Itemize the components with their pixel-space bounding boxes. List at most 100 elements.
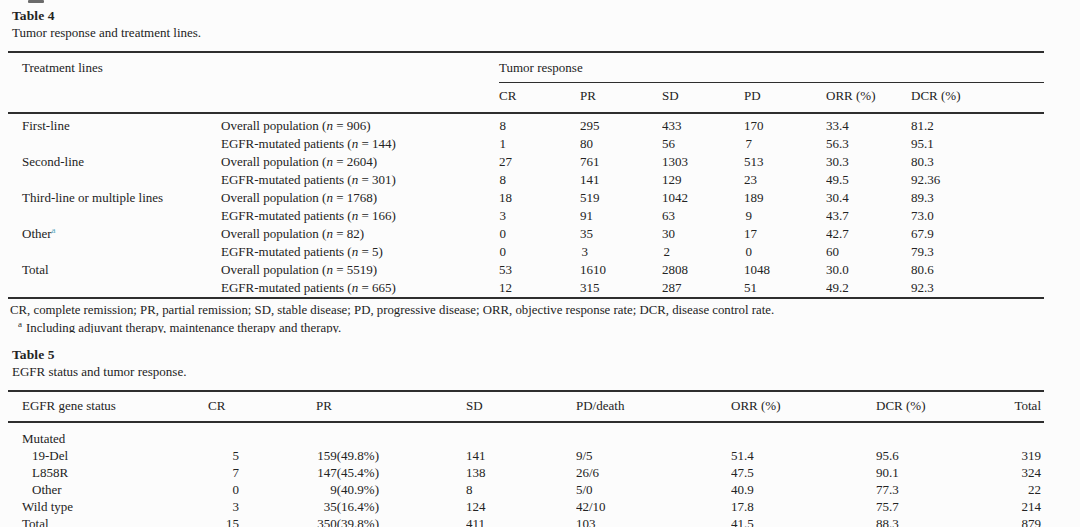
table4-section: Table 4 Tumor response and treatment lin…: [8, 8, 1058, 333]
table-cell: 138: [466, 464, 576, 481]
column-header-pr: PR: [316, 391, 466, 422]
table-cell: 411: [466, 515, 576, 527]
table-cell: 17: [744, 225, 826, 243]
table-cell: [576, 422, 731, 447]
table-cell: 42/10: [576, 498, 731, 515]
table-cell: 1042: [662, 189, 744, 207]
table5: EGFR gene status CR PR SD PD/death ORR (…: [8, 390, 1044, 527]
table-cell: 0: [208, 481, 316, 498]
table-cell: Overall population (n = 906): [221, 113, 499, 135]
table-row: EGFR-mutated patients (n = 5)03206079.3: [8, 243, 1044, 261]
table-cell: 56: [662, 135, 744, 153]
table-cell: Overall population (n = 82): [221, 225, 499, 243]
table-cell: Mutated: [8, 422, 208, 447]
table-cell: 90.1: [876, 464, 1006, 481]
table-row: Second-lineOverall population (n = 2604)…: [8, 153, 1044, 171]
table-row: EGFR-mutated patients (n = 144)18056756.…: [8, 135, 1044, 153]
table-cell: 67.9: [911, 225, 1044, 243]
table-cell: 89.3: [911, 189, 1044, 207]
table-cell: 49.5: [826, 171, 911, 189]
table-cell: 23: [744, 171, 826, 189]
table-cell: 3: [580, 243, 662, 261]
table4: Treatment lines Tumor response CR PR SD …: [8, 51, 1044, 299]
table-cell: 189: [744, 189, 826, 207]
column-header-cr: CR: [499, 83, 580, 114]
table-cell: 30.4: [826, 189, 911, 207]
table-cell: 80.6: [911, 261, 1044, 279]
table-cell: 92.3: [911, 279, 1044, 298]
table-cell: 8: [466, 481, 576, 498]
table4-label: Table 4: [12, 8, 1058, 24]
footnote-a-text: Including adjuvant therapy, maintenance …: [26, 321, 341, 333]
table-cell: First-line: [8, 113, 221, 135]
table-cell: 103: [576, 515, 731, 527]
table-cell: 81.2: [911, 113, 1044, 135]
table-cell: [8, 135, 221, 153]
table-cell: 80.3: [911, 153, 1044, 171]
table5-label: Table 5: [12, 347, 1058, 363]
column-header-dcr: DCR (%): [876, 391, 1006, 422]
table-cell: 79.3: [911, 243, 1044, 261]
column-header-egfr-gene-status: EGFR gene status: [8, 391, 208, 422]
table-cell: [466, 422, 576, 447]
table-cell: 35: [580, 225, 662, 243]
table-cell: 42.7: [826, 225, 911, 243]
table-cell: 75.7: [876, 498, 1006, 515]
table-cell: 51.4: [731, 447, 876, 464]
table-cell: 60: [826, 243, 911, 261]
table-cell: 41.5: [731, 515, 876, 527]
table-cell: 315: [580, 279, 662, 298]
table-row: OtheraOverall population (n = 82)0353017…: [8, 225, 1044, 243]
table-cell: 91: [580, 207, 662, 225]
table-row: 19-Del5159(49.8%)1419/551.495.6319: [8, 447, 1044, 464]
table-row: Total15350(39.8%)41110341.588.3879: [8, 515, 1044, 527]
table-cell: [876, 422, 1006, 447]
table-cell: [8, 207, 221, 225]
table-row: Wild type335(16.4%)12442/1017.875.7214: [8, 498, 1044, 515]
table-cell: 18: [499, 189, 580, 207]
table-cell: 9/5: [576, 447, 731, 464]
table-cell: 2: [662, 243, 744, 261]
table-cell: 80: [580, 135, 662, 153]
table-cell: 1610: [580, 261, 662, 279]
table-cell: 77.3: [876, 481, 1006, 498]
table-cell: 295: [580, 113, 662, 135]
table-cell: 30.3: [826, 153, 911, 171]
table-cell: 30: [662, 225, 744, 243]
table-cell: Overall population (n = 2604): [221, 153, 499, 171]
column-header-total: Total: [1006, 391, 1044, 422]
table-cell: 63: [662, 207, 744, 225]
column-header-cr: CR: [208, 391, 316, 422]
table-cell: 519: [580, 189, 662, 207]
footnote-ref-a[interactable]: a: [52, 225, 56, 235]
column-group-tumor-response: Tumor response: [499, 52, 1044, 83]
table-cell: EGFR-mutated patients (n = 301): [221, 171, 499, 189]
table5-caption: EGFR status and tumor response.: [12, 364, 1058, 380]
table-cell: 3: [499, 207, 580, 225]
table-cell: 433: [662, 113, 744, 135]
table-cell: 8: [499, 113, 580, 135]
table-cell: 2808: [662, 261, 744, 279]
table-row: TotalOverall population (n = 5519)531610…: [8, 261, 1044, 279]
table-row: Third-line or multiple linesOverall popu…: [8, 189, 1044, 207]
column-header-empty: [221, 52, 499, 113]
table-cell: 129: [662, 171, 744, 189]
table-cell: 95.6: [876, 447, 1006, 464]
table-cell: 12: [499, 279, 580, 298]
table-cell: 513: [744, 153, 826, 171]
table-cell: [8, 243, 221, 261]
column-header-dcr: DCR (%): [911, 83, 1044, 114]
table-cell: Othera: [8, 225, 221, 243]
table-cell: Total: [8, 515, 208, 527]
table-cell: EGFR-mutated patients (n = 5): [221, 243, 499, 261]
table-cell: 319: [1006, 447, 1044, 464]
column-header-sd: SD: [466, 391, 576, 422]
table-cell: 7: [744, 135, 826, 153]
column-header-sd: SD: [662, 83, 744, 114]
table-cell: 15: [208, 515, 316, 527]
table-cell: 56.3: [826, 135, 911, 153]
column-header-orr: ORR (%): [826, 83, 911, 114]
footnote-a-marker: a: [18, 321, 22, 329]
column-header-pd-death: PD/death: [576, 391, 731, 422]
table-cell: [316, 422, 466, 447]
